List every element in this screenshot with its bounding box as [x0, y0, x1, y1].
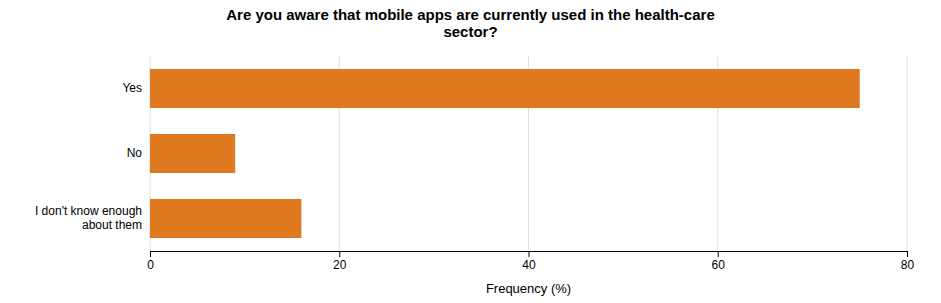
bar — [150, 134, 235, 173]
tick-mark — [907, 251, 908, 257]
tick: 40 — [522, 251, 536, 272]
tick-label: Yes — [122, 81, 142, 95]
bar — [150, 69, 860, 108]
plot-area: 0 20 40 60 80 I don't know enoughabout them No… — [35, 56, 915, 272]
category-tick: No — [127, 146, 150, 160]
text-line: Yes — [122, 81, 142, 95]
bars — [150, 69, 860, 238]
tick-mark — [529, 251, 530, 257]
grid — [150, 56, 907, 251]
tick: 80 — [901, 251, 915, 272]
tick-label: 60 — [712, 258, 726, 272]
text-line: I don't know enough — [35, 204, 142, 218]
tick-label: I don't know enoughabout them — [35, 204, 142, 232]
y-axis: I don't know enoughabout them No Yes — [35, 81, 150, 232]
tick-mark — [339, 251, 340, 257]
text-line: about them — [82, 218, 142, 232]
title: Are you aware that mobile apps are curre… — [226, 6, 714, 40]
axis-line — [151, 252, 908, 258]
x-axis: 0 20 40 60 80 — [147, 251, 914, 272]
category-tick: Yes — [122, 81, 150, 95]
bar — [150, 199, 301, 238]
category-tick: I don't know enoughabout them — [35, 204, 150, 232]
tick-label: 20 — [333, 258, 347, 272]
tick: 60 — [712, 251, 726, 272]
chart: 0 20 40 60 80 I don't know enoughabout them No… — [0, 0, 941, 303]
tick-label: 80 — [901, 258, 915, 272]
text-line: No — [127, 146, 143, 160]
grid-line — [907, 56, 908, 251]
text-line: Are you aware that mobile apps are curre… — [226, 6, 714, 23]
x-axis-label: Frequency (%) — [486, 281, 571, 296]
tick: 0 — [147, 251, 154, 272]
tick-label: 0 — [147, 258, 154, 272]
text-line: sector? — [443, 23, 497, 40]
tick-mark — [718, 251, 719, 257]
tick: 20 — [333, 251, 347, 272]
tick-mark — [150, 251, 151, 257]
tick-label: No — [127, 146, 143, 160]
tick-label: 40 — [522, 258, 536, 272]
